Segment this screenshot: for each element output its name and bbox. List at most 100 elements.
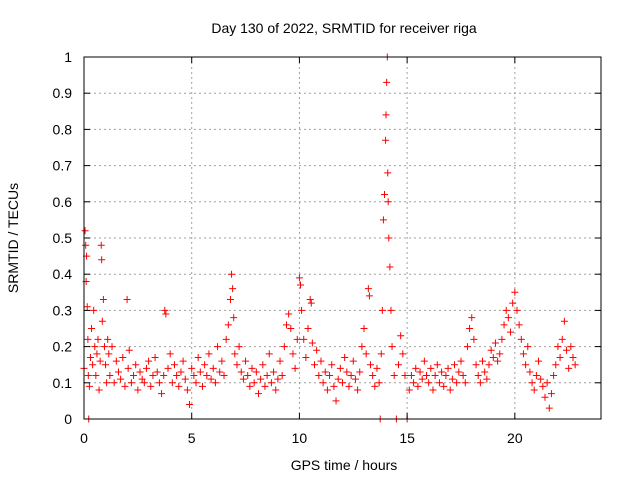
data-point — [395, 361, 403, 369]
data-point — [390, 372, 398, 380]
data-point — [381, 191, 389, 199]
data-point — [104, 335, 112, 343]
data-point — [494, 357, 502, 365]
x-tick-label: 0 — [80, 430, 88, 446]
data-point — [96, 357, 104, 365]
data-point — [278, 372, 286, 380]
data-point — [444, 364, 452, 372]
data-point — [412, 364, 420, 372]
x-tick-label: 15 — [399, 430, 415, 446]
data-point — [228, 270, 236, 278]
data-point — [367, 361, 375, 369]
data-point — [252, 368, 260, 376]
data-point — [321, 368, 329, 376]
data-point — [429, 386, 437, 394]
data-point — [285, 310, 293, 318]
data-point — [92, 372, 100, 380]
data-point — [427, 364, 435, 372]
data-point — [382, 136, 390, 144]
data-point — [239, 375, 247, 383]
data-point — [162, 310, 170, 318]
data-point — [500, 321, 508, 329]
data-point — [485, 361, 493, 369]
data-point — [100, 343, 108, 351]
data-point — [435, 379, 443, 387]
y-tick-label: 0.6 — [53, 194, 73, 210]
data-point — [112, 357, 120, 365]
data-point — [175, 382, 183, 390]
data-point — [461, 379, 469, 387]
data-point — [414, 382, 422, 390]
data-point — [166, 350, 174, 358]
data-point — [571, 361, 579, 369]
data-point — [528, 379, 536, 387]
y-tick-label: 0.1 — [53, 375, 73, 391]
data-point — [541, 393, 549, 401]
data-point — [91, 343, 99, 351]
data-point — [108, 343, 116, 351]
data-point — [203, 372, 211, 380]
data-point — [216, 368, 224, 376]
data-point — [384, 198, 392, 206]
data-point — [507, 328, 515, 336]
x-tick-label: 10 — [292, 430, 308, 446]
data-point — [547, 390, 555, 398]
data-point — [384, 169, 392, 177]
data-point — [347, 372, 355, 380]
data-point — [524, 343, 532, 351]
data-point — [401, 372, 409, 380]
data-point — [145, 357, 153, 365]
data-point — [308, 339, 316, 347]
data-point — [358, 343, 366, 351]
data-points — [80, 53, 579, 423]
data-point — [282, 321, 290, 329]
data-point — [136, 368, 144, 376]
data-point — [194, 353, 202, 361]
data-point — [259, 361, 267, 369]
data-point — [423, 372, 431, 380]
y-tick-label: 0.2 — [53, 339, 73, 355]
data-point — [543, 379, 551, 387]
data-point — [230, 314, 238, 322]
data-point — [173, 372, 181, 380]
data-point — [313, 346, 321, 354]
data-point — [563, 346, 571, 354]
data-point — [323, 386, 331, 394]
y-tick-label: 1 — [64, 49, 72, 65]
data-point — [83, 303, 91, 311]
data-point — [539, 382, 547, 390]
data-point — [513, 306, 521, 314]
data-point — [407, 372, 415, 380]
data-point — [119, 353, 127, 361]
data-point — [375, 379, 383, 387]
data-point — [457, 357, 465, 365]
data-point — [535, 357, 543, 365]
data-point — [345, 382, 353, 390]
data-point — [378, 306, 386, 314]
data-point — [438, 368, 446, 376]
data-point — [509, 299, 517, 307]
data-point — [170, 361, 178, 369]
data-point — [537, 375, 545, 383]
data-point — [511, 288, 519, 296]
data-point — [360, 325, 368, 332]
data-point — [448, 375, 456, 383]
data-point — [265, 350, 273, 358]
data-point — [218, 357, 226, 365]
data-point — [306, 296, 314, 304]
y-tick-label: 0.7 — [53, 158, 73, 174]
data-point — [138, 375, 146, 383]
data-point — [459, 372, 467, 380]
data-point — [304, 325, 312, 332]
data-point — [231, 350, 239, 358]
data-point — [209, 364, 217, 372]
data-point — [261, 382, 269, 390]
data-point — [237, 368, 245, 376]
data-point — [186, 401, 194, 409]
data-point — [487, 346, 495, 354]
data-point — [90, 306, 98, 314]
data-point — [515, 321, 523, 329]
data-point — [319, 379, 327, 387]
data-point — [502, 306, 510, 314]
data-point — [496, 350, 504, 358]
